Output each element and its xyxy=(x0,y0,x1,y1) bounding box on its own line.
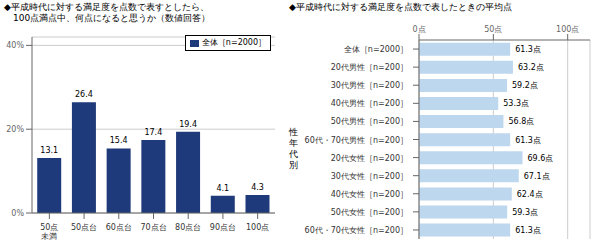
svg-text:40代男性［n=200］: 40代男性［n=200］ xyxy=(331,99,408,108)
svg-text:4.1: 4.1 xyxy=(216,184,229,193)
svg-text:59.2点: 59.2点 xyxy=(512,81,538,90)
svg-text:61.3点: 61.3点 xyxy=(515,45,541,54)
svg-text:59.3点: 59.3点 xyxy=(512,208,538,217)
svg-text:80点台: 80点台 xyxy=(175,223,201,232)
svg-text:4.3: 4.3 xyxy=(251,183,264,192)
svg-text:62.4点: 62.4点 xyxy=(517,190,543,199)
svg-text:90点台: 90点台 xyxy=(210,223,236,232)
svg-text:63.2点: 63.2点 xyxy=(518,63,544,72)
svg-text:13.1: 13.1 xyxy=(40,146,58,155)
svg-text:30代女性［n=200］: 30代女性［n=200］ xyxy=(331,172,408,181)
svg-text:26.4: 26.4 xyxy=(75,90,93,99)
svg-text:69.6点: 69.6点 xyxy=(527,154,553,163)
svg-text:0点: 0点 xyxy=(412,25,425,34)
svg-text:50点台: 50点台 xyxy=(71,223,97,232)
html-text:◆平成時代に対する満足度を点数で表すとしたら、: ◆平成時代に対する満足度を点数で表すとしたら、 xyxy=(4,2,209,12)
svg-text:56.8点: 56.8点 xyxy=(508,117,534,126)
svg-text:30代男性［n=200］: 30代男性［n=200］ xyxy=(331,81,408,90)
svg-text:60代・70代女性［n=200］: 60代・70代女性［n=200］ xyxy=(305,226,408,235)
html-text:年: 年 xyxy=(288,137,298,148)
svg-text:0%: 0% xyxy=(11,209,24,218)
html-text:100点満点中、何点になると思うか（数値回答）: 100点満点中、何点になると思うか（数値回答） xyxy=(4,13,211,23)
svg-text:20%: 20% xyxy=(8,125,24,134)
svg-text:50点未満: 50点未満 xyxy=(40,223,58,241)
html-text:別: 別 xyxy=(288,159,298,170)
svg-text:50点: 50点 xyxy=(484,25,502,34)
svg-text:15.4: 15.4 xyxy=(110,136,128,145)
svg-text:60点台: 60点台 xyxy=(106,223,132,232)
svg-text:20代女性［n=200］: 20代女性［n=200］ xyxy=(331,154,408,163)
svg-text:50代男性［n=200］: 50代男性［n=200］ xyxy=(331,117,408,126)
svg-text:100点: 100点 xyxy=(246,223,269,232)
svg-text:70点台: 70点台 xyxy=(140,223,166,232)
svg-text:61.3点: 61.3点 xyxy=(515,226,541,235)
svg-text:40%: 40% xyxy=(8,41,24,50)
svg-text:17.4: 17.4 xyxy=(144,128,162,137)
svg-text:40代女性［n=200］: 40代女性［n=200］ xyxy=(331,190,408,199)
svg-text:67.1点: 67.1点 xyxy=(524,172,550,181)
html-text:性: 性 xyxy=(288,126,298,137)
svg-text:100点: 100点 xyxy=(556,25,579,34)
svg-text:19.4: 19.4 xyxy=(179,120,197,129)
html-text:代: 代 xyxy=(288,148,298,159)
svg-text:50代女性［n=200］: 50代女性［n=200］ xyxy=(331,208,408,217)
svg-text:61.3点: 61.3点 xyxy=(515,136,541,145)
html-text:◆平成時代に対する満足度を点数で表したときの平均点: ◆平成時代に対する満足度を点数で表したときの平均点 xyxy=(289,2,512,12)
svg-text:20代男性［n=200］: 20代男性［n=200］ xyxy=(331,63,408,72)
svg-text:全体［n=2000］: 全体［n=2000］ xyxy=(344,45,408,54)
svg-text:53.3点: 53.3点 xyxy=(503,99,529,108)
svg-text:60代・70代男性［n=200］: 60代・70代男性［n=200］ xyxy=(305,136,408,145)
html-text:全体［n=2000］: 全体［n=2000］ xyxy=(201,38,266,47)
